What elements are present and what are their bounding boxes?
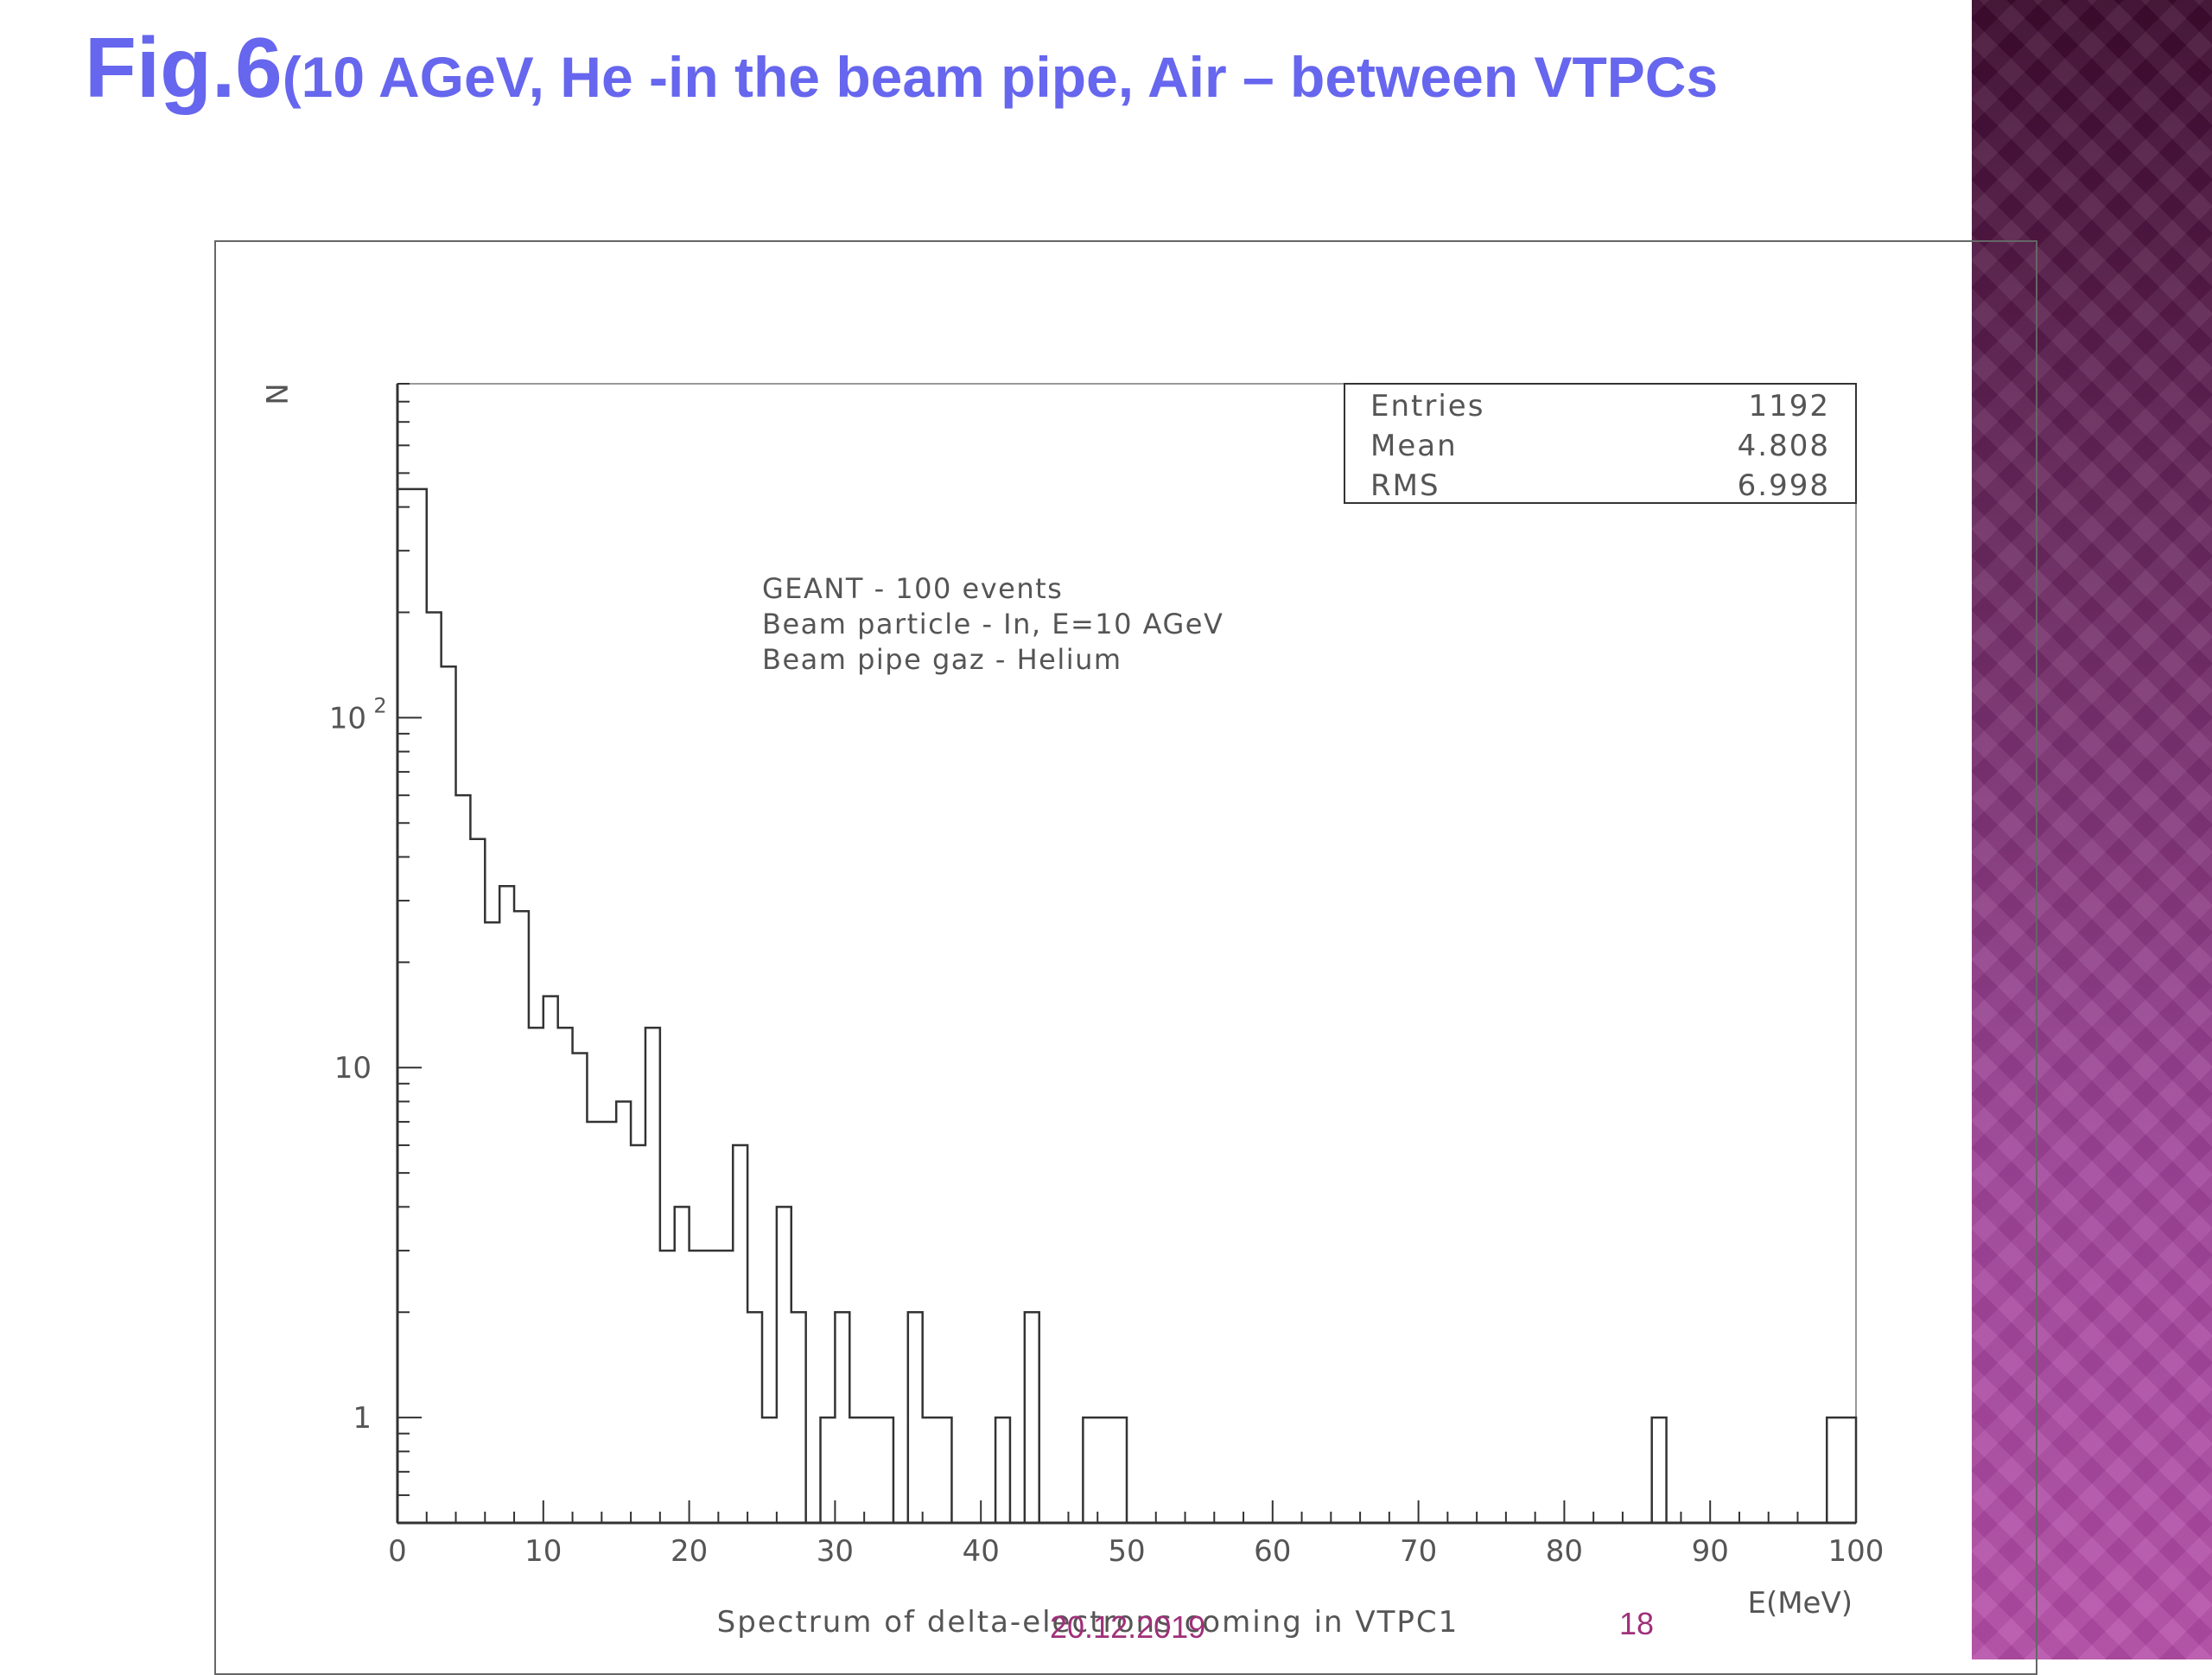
histogram-bin (1097, 1417, 1112, 1523)
histogram-bin (397, 489, 412, 1523)
histogram-bin (1112, 1417, 1127, 1523)
histogram-bin (645, 1028, 660, 1523)
histogram-bin (718, 1251, 733, 1523)
histogram-bin (427, 612, 442, 1523)
histogram-bin (573, 1053, 588, 1523)
histogram-bin (821, 1417, 836, 1523)
stats-value: 1192 (1748, 389, 1830, 424)
histogram-bin (1083, 1417, 1097, 1523)
slide-title-sub: (10 AGeV, He -in the beam pipe, Air – be… (282, 45, 1719, 109)
histogram-bin (601, 1122, 616, 1523)
slide-title-main: Fig.6 (85, 20, 283, 115)
footer-date: 20.12.2019 (1050, 1609, 1206, 1645)
histogram-bin (660, 1251, 675, 1523)
histogram-bin (733, 1145, 747, 1523)
histogram-bin (762, 1417, 777, 1523)
x-tick-label: 100 (1828, 1534, 1885, 1569)
histogram-bin (849, 1417, 864, 1523)
annotation-line: GEANT - 100 events (762, 572, 1063, 605)
histogram-bin (938, 1417, 952, 1523)
histogram-bin (616, 1101, 631, 1523)
histogram-bin (499, 886, 514, 1523)
x-tick-label: 10 (524, 1534, 562, 1569)
x-tick-label: 70 (1400, 1534, 1437, 1569)
histogram-bin (456, 795, 471, 1523)
histogram-bin (558, 1028, 573, 1523)
x-tick-label: 50 (1108, 1534, 1145, 1569)
stats-label: RMS (1370, 468, 1440, 503)
y-tick-exponent: 2 (373, 693, 386, 717)
y-axis-label: N (258, 383, 293, 404)
y-tick-label: 1 (353, 1401, 372, 1436)
histogram-bin (675, 1207, 690, 1523)
x-axis-label: E(MeV) (1747, 1586, 1853, 1621)
page-number: 18 (1619, 1606, 1655, 1641)
histogram-bin (908, 1312, 923, 1523)
histogram-bin (470, 839, 485, 1523)
histogram-bin (514, 911, 529, 1523)
histogram-bin (690, 1251, 704, 1523)
plot-area-frame (397, 383, 1857, 1524)
chart-title: Spectrum of delta-electrons coming in VT… (717, 1605, 1459, 1640)
histogram-bin (747, 1312, 762, 1523)
histogram-bin (791, 1312, 806, 1523)
histogram-bin (412, 489, 427, 1523)
x-tick-label: 40 (963, 1534, 1000, 1569)
histogram-bin (703, 1251, 718, 1523)
histogram-bin (485, 922, 499, 1523)
annotation-line: Beam pipe gaz - Helium (762, 643, 1122, 676)
histogram-bin (1841, 1417, 1856, 1523)
decorative-side-panel (1972, 0, 2212, 1659)
histogram-outline (396, 487, 1858, 1525)
x-tick-label: 90 (1692, 1534, 1729, 1569)
y-tick-label: 10 (329, 701, 366, 736)
histogram-bin (587, 1122, 601, 1523)
histogram-bin (879, 1417, 893, 1523)
histogram-bin (864, 1417, 879, 1523)
y-tick-label: 10 (334, 1051, 372, 1086)
histogram-bin (995, 1417, 1010, 1523)
histogram-bin (543, 997, 558, 1523)
stats-label: Mean (1370, 429, 1458, 463)
slide-title: Fig.6(10 AGeV, He -in the beam pipe, Air… (85, 19, 1718, 117)
x-tick-label: 80 (1546, 1534, 1583, 1569)
stats-value: 6.998 (1738, 468, 1830, 503)
x-tick-label: 20 (671, 1534, 708, 1569)
histogram-bin (1652, 1417, 1667, 1523)
histogram-bin (777, 1207, 791, 1523)
x-tick-label: 0 (388, 1534, 407, 1569)
histogram-bin (835, 1312, 849, 1523)
histogram-bin (631, 1145, 645, 1523)
histogram-bin (1827, 1417, 1841, 1523)
x-tick-label: 60 (1254, 1534, 1291, 1569)
x-tick-label: 30 (817, 1534, 854, 1569)
histogram-bin (923, 1417, 938, 1523)
stats-label: Entries (1370, 389, 1484, 424)
annotation-line: Beam particle - In, E=10 AGeV (762, 608, 1224, 640)
histogram-bin (442, 666, 456, 1523)
stats-value: 4.808 (1738, 429, 1830, 463)
stats-box (1344, 383, 1857, 504)
histogram-bin (529, 1028, 543, 1523)
histogram-bin (1025, 1312, 1039, 1523)
